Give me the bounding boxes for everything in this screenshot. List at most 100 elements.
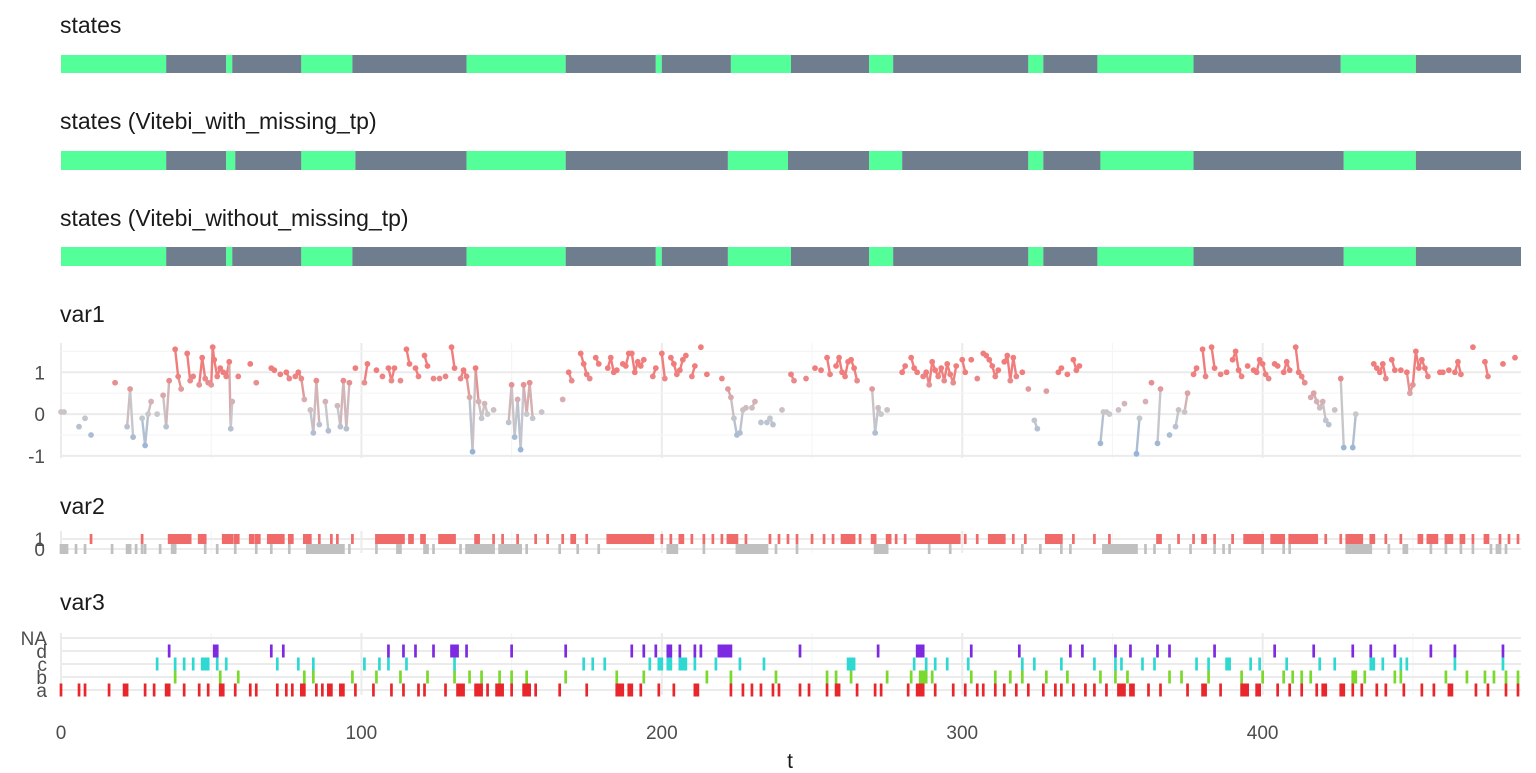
var2-mark-1 <box>534 534 537 544</box>
var1-point <box>481 400 488 407</box>
var3-mark-a <box>354 683 357 697</box>
var3-mark-a <box>1255 683 1261 697</box>
var2-mark-1 <box>1498 534 1502 544</box>
var2-mark-0 <box>1345 544 1373 554</box>
panel-title-var3: var3 <box>60 589 105 615</box>
var2-mark-0 <box>59 544 69 554</box>
var1-point <box>1373 365 1380 371</box>
var1-line-segment <box>1012 357 1018 377</box>
var3-mark-a <box>444 683 447 697</box>
var3-mark-a <box>143 683 147 697</box>
var2-mark-0 <box>948 544 952 554</box>
var1-point <box>691 363 698 369</box>
state-segment <box>226 247 233 266</box>
var3-mark-b <box>1300 670 1304 684</box>
var1-point <box>223 373 230 380</box>
var3-mark-c <box>678 657 688 671</box>
var2-mark-0 <box>1471 544 1475 554</box>
var3-mark-c <box>1258 657 1261 671</box>
var3-mark-a <box>933 683 937 697</box>
var3-mark-d <box>167 644 171 658</box>
var1-point <box>932 367 939 374</box>
state-segment <box>1340 55 1416 73</box>
var3-mark-c <box>215 657 219 671</box>
var3-mark-b <box>1465 670 1469 684</box>
state-segment <box>565 55 656 73</box>
var3-mark-c <box>1285 657 1289 671</box>
var1-point <box>986 356 993 363</box>
var1-point <box>124 423 130 430</box>
var2-mark-1 <box>1023 534 1027 544</box>
var3-mark-c <box>738 657 742 671</box>
var1-point <box>959 356 966 363</box>
var1-point <box>950 379 957 386</box>
var3-mark-a <box>1105 683 1108 697</box>
var3-mark-b <box>969 670 973 684</box>
var1-point <box>613 367 620 374</box>
var3-mark-d <box>969 644 973 658</box>
var1-point <box>379 373 386 380</box>
var1-point <box>172 346 179 353</box>
var1-point <box>217 365 224 371</box>
var3-mark-b <box>311 670 315 684</box>
var2-mark-0 <box>375 544 378 554</box>
var3-mark-c <box>1225 657 1231 671</box>
var1-line-segment <box>738 409 745 434</box>
var3-mark-a <box>284 683 288 697</box>
var1-point <box>1106 411 1113 417</box>
var1-point <box>271 367 278 374</box>
var3-mark-a <box>693 683 700 697</box>
var3-mark-b <box>909 670 913 684</box>
var1-point <box>436 375 443 382</box>
var3-mark-d <box>1069 644 1072 658</box>
var1-point <box>749 404 755 411</box>
var1-point <box>649 373 656 380</box>
var3-mark-c <box>1405 657 1409 671</box>
var1-point <box>914 369 921 376</box>
var2-mark-1 <box>678 534 685 544</box>
var1-line-segment <box>300 378 306 400</box>
var3-mark-d <box>1501 644 1505 658</box>
state-segment <box>301 55 353 73</box>
var3-mark-d <box>1168 644 1171 658</box>
var1-line-segment <box>185 353 192 381</box>
state-segment <box>1028 151 1044 170</box>
var1-point <box>1223 369 1230 376</box>
var1-line-segment <box>729 397 736 419</box>
var3-mark-a <box>510 683 513 697</box>
var2-mark-0 <box>83 544 87 554</box>
var1-line-segment <box>315 380 321 425</box>
var1-point <box>1073 367 1080 374</box>
var2-mark-1 <box>330 534 333 544</box>
var1-point <box>1470 344 1476 351</box>
var2-mark-1 <box>795 534 799 544</box>
var1-point <box>154 411 161 417</box>
var2-mark-0 <box>348 544 351 554</box>
var2-mark-0 <box>158 544 162 554</box>
var1-point <box>148 398 155 405</box>
var3-mark-a <box>1402 683 1406 697</box>
var1-point <box>752 398 758 405</box>
var1-point <box>145 411 152 417</box>
var3-mark-a <box>339 683 345 697</box>
var1-point <box>397 377 404 384</box>
var2-mark-1 <box>1384 534 1388 544</box>
var1-point <box>346 379 353 386</box>
var3-mark-a <box>164 683 171 697</box>
var1-point <box>520 381 527 388</box>
var1-point <box>908 354 915 361</box>
var1-point <box>1244 363 1251 369</box>
var2-mark-1 <box>690 534 694 544</box>
var1-point <box>974 375 981 382</box>
var2-mark-1 <box>546 534 550 544</box>
var3-mark-a <box>182 683 186 697</box>
var1-point <box>415 373 422 380</box>
var3-mark-c <box>387 657 390 671</box>
var1-point <box>992 373 999 380</box>
var3-mark-a <box>327 683 333 697</box>
var3-mark-c <box>1195 657 1198 671</box>
var3-mark-a <box>1447 683 1454 697</box>
var2-mark-1 <box>1288 534 1319 544</box>
var3-mark-c <box>762 657 766 671</box>
var3-mark-a <box>1072 683 1075 697</box>
